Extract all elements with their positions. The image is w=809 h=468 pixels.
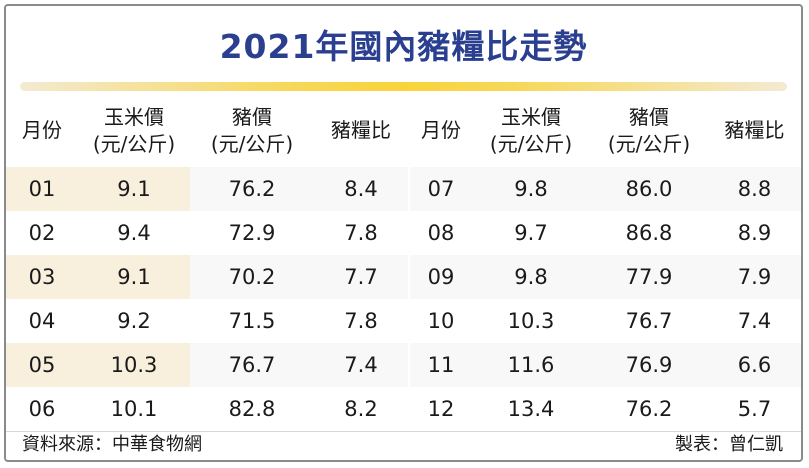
- cell-corn: 9.1: [78, 167, 190, 211]
- cell-ratio: 7.7: [344, 265, 378, 289]
- cell-corn: 10.3: [507, 309, 555, 333]
- title-underline: [20, 82, 787, 91]
- cell-month: 06: [28, 397, 56, 421]
- cell-pig: 76.2: [625, 397, 673, 421]
- table-row: 08 9.7 86.8 8.9: [410, 211, 801, 255]
- cell-ratio: 8.8: [737, 177, 772, 201]
- table-row: 05 10.3 76.7 7.4: [6, 343, 408, 387]
- cell-month: 05: [6, 343, 78, 387]
- cell-pig: 76.7: [228, 353, 276, 377]
- header-corn: 玉米價 (元/公斤): [489, 104, 573, 156]
- header-pig: 豬價 (元/公斤): [607, 104, 691, 156]
- cell-pig: 76.9: [625, 353, 673, 377]
- header-pig: 豬價 (元/公斤): [210, 104, 294, 156]
- header-row-left: 月份 玉米價 (元/公斤) 豬價 (元/公斤) 豬糧比: [6, 94, 408, 167]
- cell-month: 02: [28, 221, 56, 245]
- cell-ratio: 7.8: [344, 309, 378, 333]
- header-ratio: 豬糧比: [331, 118, 391, 142]
- cell-pig: 76.7: [625, 309, 673, 333]
- table-row: 07 9.8 86.0 8.8: [410, 167, 801, 211]
- cell-month: 12: [427, 397, 455, 421]
- table-row: 10 10.3 76.7 7.4: [410, 299, 801, 343]
- page-title: 2021年國內豬糧比走勢: [219, 27, 588, 66]
- table-bottom-divider: [6, 431, 801, 432]
- source-note: 資料來源：中華食物網: [22, 434, 202, 455]
- table-row: 06 10.1 82.8 8.2: [6, 387, 408, 431]
- table-row: 09 9.8 77.9 7.9: [410, 255, 801, 299]
- cell-month: 08: [427, 221, 455, 245]
- cell-pig: 86.8: [625, 221, 673, 245]
- table-row: 02 9.4 72.9 7.8: [6, 211, 408, 255]
- table-row: 03 9.1 70.2 7.7: [6, 255, 408, 299]
- cell-pig: 72.9: [228, 221, 276, 245]
- cell-month: 01: [6, 167, 78, 211]
- cell-pig: 82.8: [228, 397, 276, 421]
- table-row: 11 11.6 76.9 6.6: [410, 343, 801, 387]
- cell-corn: 9.7: [514, 221, 548, 245]
- cell-ratio: 8.2: [344, 397, 378, 421]
- table-row: 04 9.2 71.5 7.8: [6, 299, 408, 343]
- cell-corn: 13.4: [507, 397, 555, 421]
- header-row-right: 月份 玉米價 (元/公斤) 豬價 (元/公斤) 豬糧比: [410, 94, 801, 167]
- header-corn: 玉米價 (元/公斤): [92, 104, 176, 156]
- cell-month: 10: [427, 309, 455, 333]
- cell-corn: 9.8: [514, 265, 548, 289]
- cell-ratio: 8.4: [344, 177, 378, 201]
- cell-ratio: 5.7: [737, 397, 772, 421]
- cell-month: 09: [427, 265, 455, 289]
- cell-month: 07: [427, 177, 455, 201]
- header-ratio: 豬糧比: [724, 118, 785, 142]
- cell-pig: 71.5: [228, 309, 276, 333]
- table-row: 12 13.4 76.2 5.7: [410, 387, 801, 431]
- cell-corn: 9.4: [117, 221, 151, 245]
- cell-corn: 9.8: [514, 177, 548, 201]
- cell-pig: 86.0: [625, 177, 673, 201]
- cell-ratio: 7.4: [737, 309, 772, 333]
- cell-corn: 10.3: [78, 343, 190, 387]
- cell-ratio: 8.9: [737, 221, 772, 245]
- cell-month: 03: [6, 255, 78, 299]
- cell-corn: 10.1: [110, 397, 158, 421]
- cell-ratio: 7.4: [344, 353, 378, 377]
- cell-ratio: 7.9: [737, 265, 772, 289]
- cell-month: 04: [28, 309, 56, 333]
- cell-pig: 70.2: [228, 265, 276, 289]
- cell-pig: 76.2: [228, 177, 276, 201]
- cell-pig: 77.9: [625, 265, 673, 289]
- infographic-frame: 2021年國內豬糧比走勢 月份 玉米價 (元/公斤) 豬價 (元/公斤) 豬糧比 0…: [4, 4, 803, 462]
- cell-corn: 11.6: [507, 353, 555, 377]
- header-month: 月份: [421, 118, 461, 142]
- author-note: 製表：曾仁凱: [675, 434, 783, 455]
- cell-corn: 9.2: [117, 309, 151, 333]
- cell-corn: 9.1: [78, 255, 190, 299]
- table-row: 01 9.1 76.2 8.4: [6, 167, 408, 211]
- cell-ratio: 7.8: [344, 221, 378, 245]
- cell-month: 11: [427, 353, 455, 377]
- cell-ratio: 6.6: [737, 353, 772, 377]
- header-month: 月份: [22, 118, 62, 142]
